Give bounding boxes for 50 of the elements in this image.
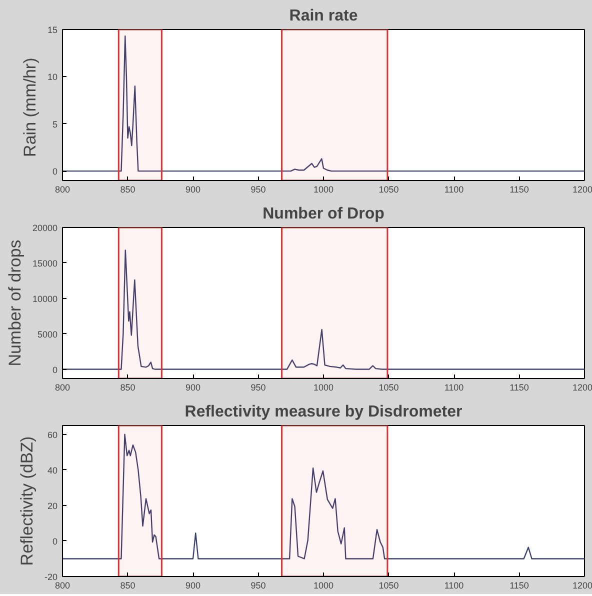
x-tick-label: 1000 (313, 382, 334, 392)
x-tick-label: 800 (54, 580, 70, 590)
x-tick-label: 950 (250, 184, 266, 194)
line-series (62, 434, 584, 560)
x-tick-label: 900 (185, 184, 201, 194)
x-tick-label: 900 (185, 382, 201, 392)
y-tick-label: 0 (52, 536, 58, 546)
x-tick-label: 1000 (313, 580, 334, 590)
y-tick-label: -20 (44, 572, 58, 582)
y-tick-label: 5 (52, 119, 58, 130)
x-tick-label: 1050 (378, 184, 399, 194)
x-tick-label: 1150 (510, 580, 529, 590)
x-tick-label: 800 (54, 382, 70, 392)
line-series (62, 250, 584, 370)
y-tick-label: 0 (52, 166, 58, 177)
x-tick-label: 1100 (444, 580, 464, 590)
x-tick-label: 950 (250, 382, 266, 392)
y-tick-label: 5000 (37, 329, 58, 340)
x-tick-label: 1200 (572, 382, 592, 392)
y-axis-title: Rain (mm/hr) (20, 58, 40, 157)
x-tick-label: 1200 (572, 580, 592, 590)
x-tick-label: 850 (120, 382, 136, 392)
y-tick-label: 15000 (32, 258, 58, 268)
x-tick-label: 1050 (378, 382, 399, 392)
y-axis-title: Number of drops (5, 240, 24, 366)
x-tick-label: 1100 (444, 184, 464, 194)
x-tick-label: 900 (185, 580, 201, 590)
x-tick-label: 1200 (572, 184, 592, 194)
x-tick-label: 950 (250, 580, 266, 590)
y-tick-label: 40 (47, 465, 58, 476)
x-tick-label: 1100 (444, 382, 464, 392)
y-tick-label: 15 (47, 25, 58, 35)
x-tick-label: 1150 (510, 382, 529, 392)
y-tick-label: 60 (47, 430, 58, 440)
y-tick-label: 10 (47, 72, 58, 82)
x-tick-label: 800 (54, 184, 70, 194)
x-tick-label: 850 (120, 580, 136, 590)
y-tick-label: 10000 (32, 294, 58, 304)
chart-title: Rain rate (289, 8, 358, 24)
x-tick-label: 1050 (378, 580, 399, 590)
line-series (62, 36, 584, 172)
x-tick-label: 850 (120, 184, 136, 194)
y-axis-title: Reflectivity (dBZ) (17, 436, 36, 566)
y-tick-label: 20000 (32, 223, 58, 233)
chart-title: Reflectivity measure by Disdrometer (184, 404, 462, 420)
y-tick-label: 0 (52, 364, 58, 375)
chart-title: Number of Drop (262, 206, 385, 222)
y-tick-label: 20 (47, 500, 58, 511)
x-tick-label: 1000 (313, 184, 334, 194)
x-tick-label: 1150 (510, 184, 529, 194)
